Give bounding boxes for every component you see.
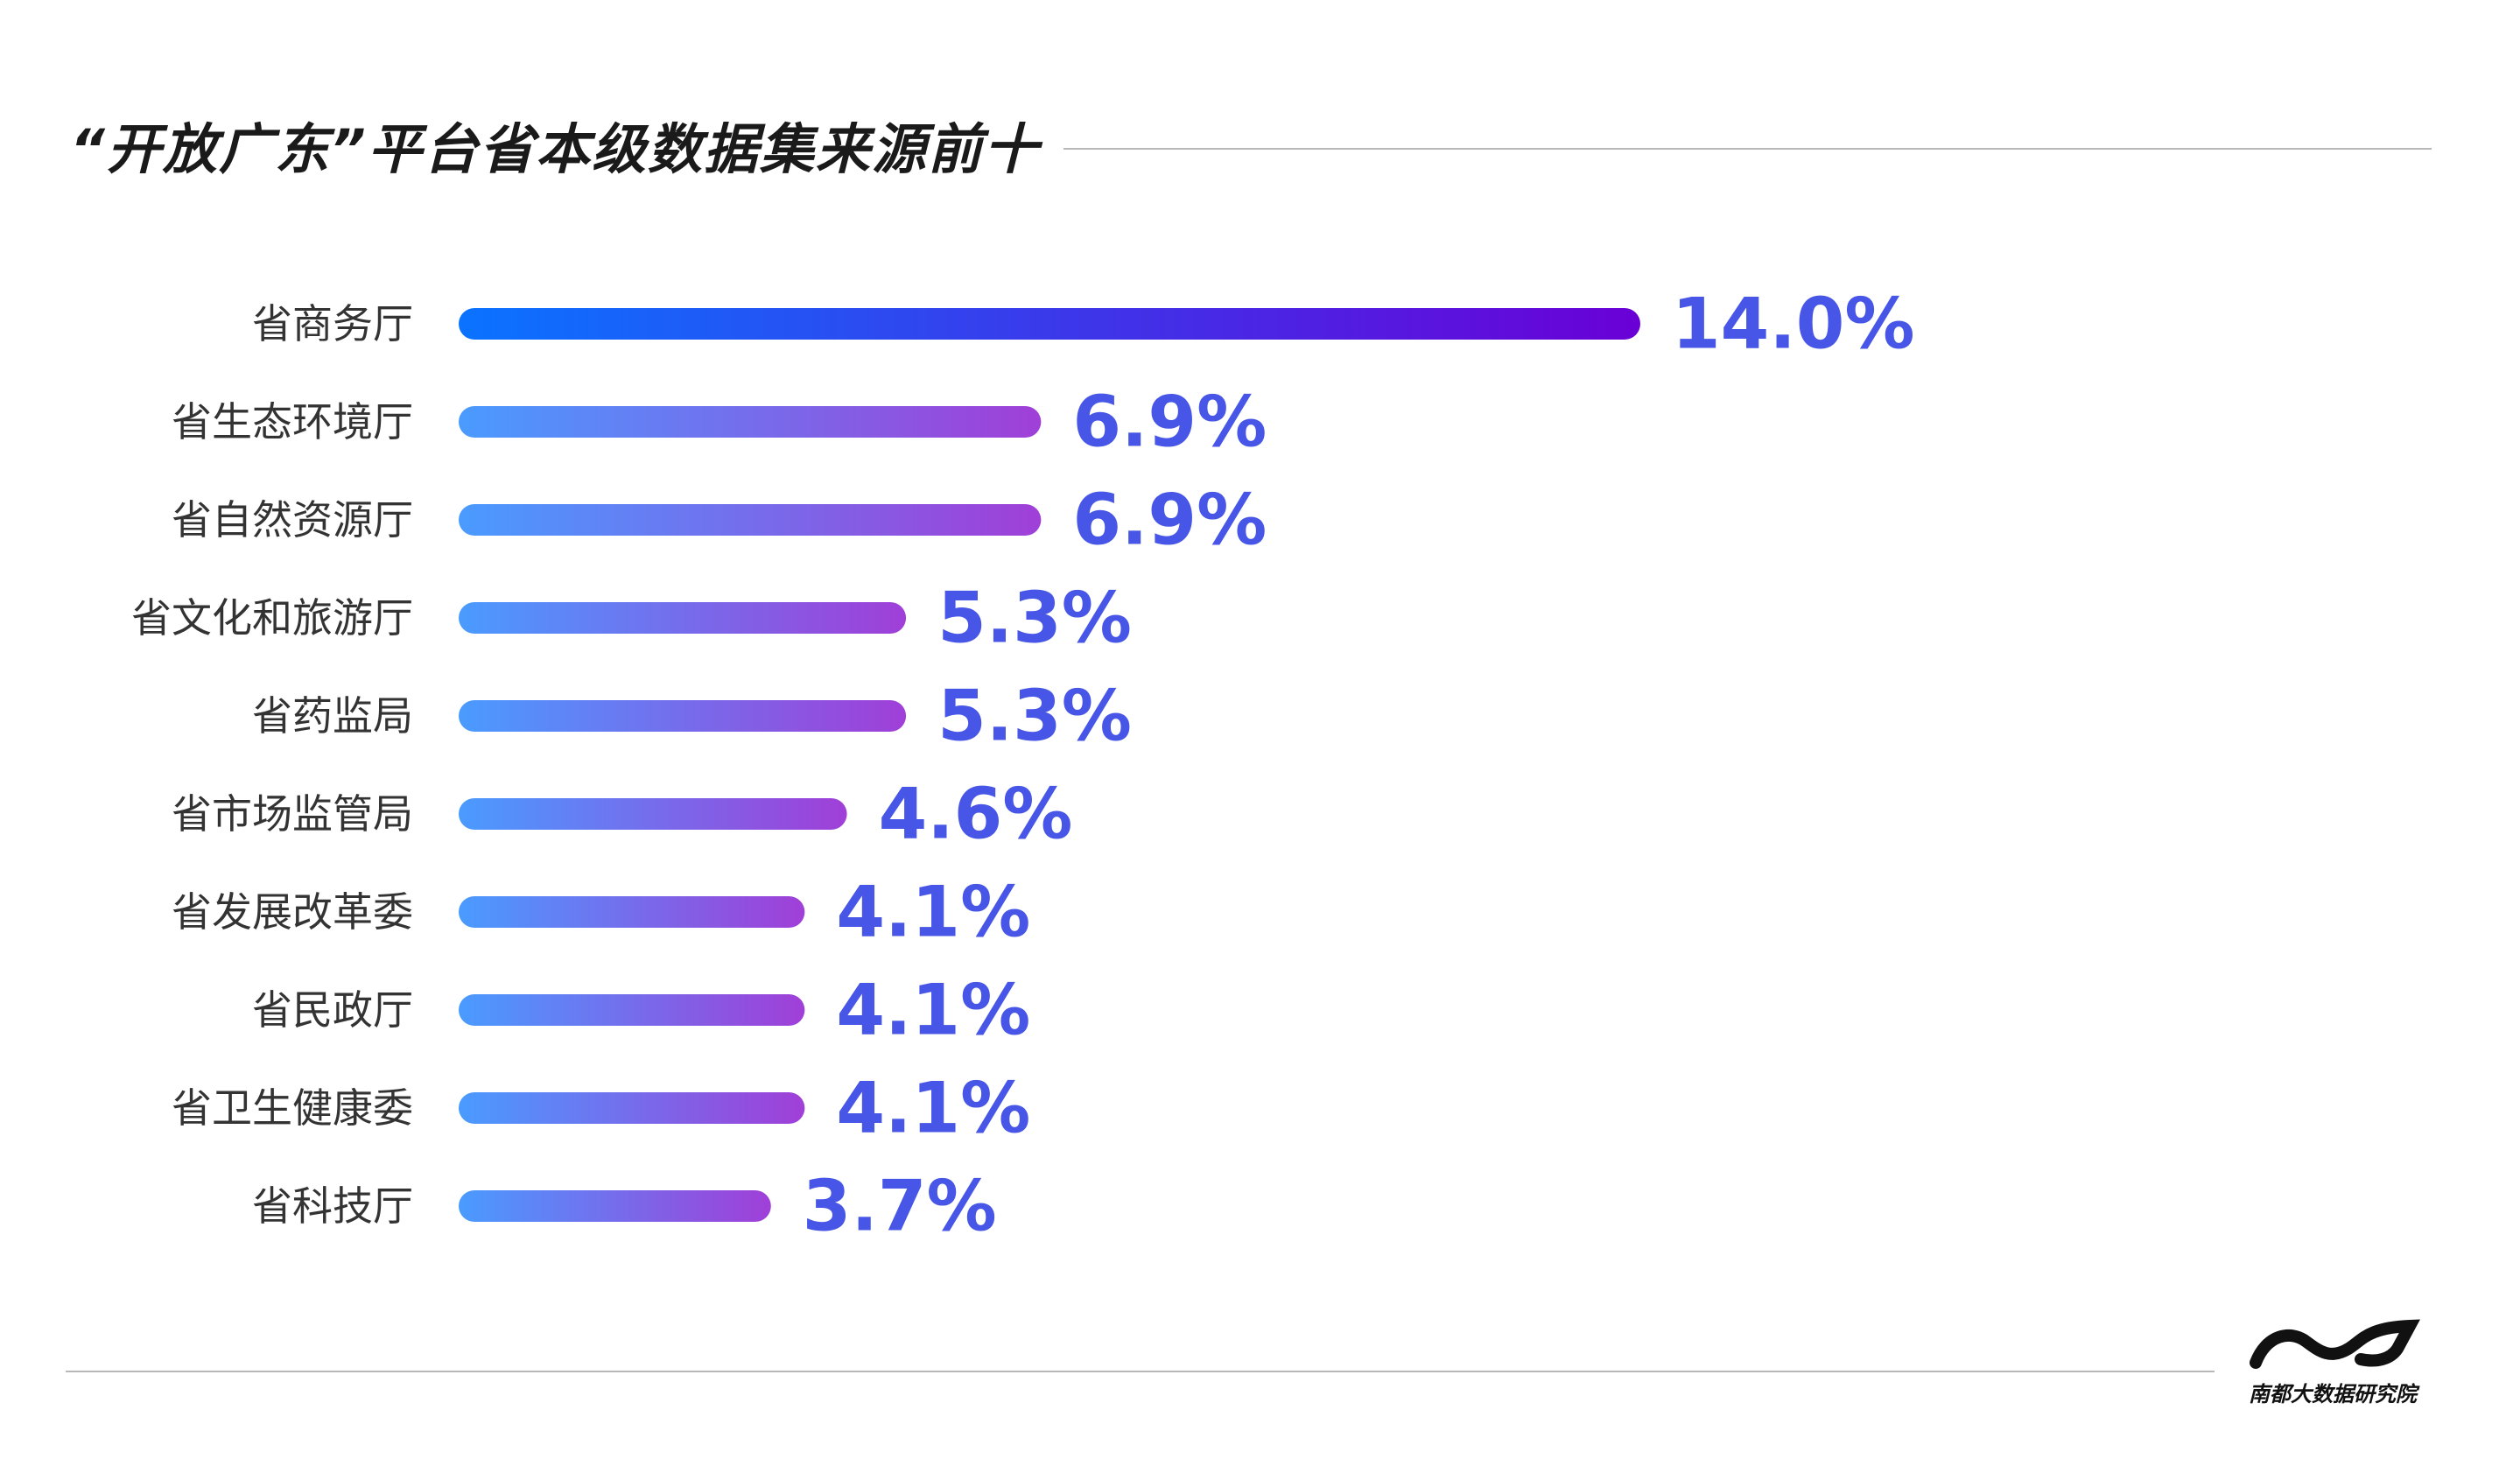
value-label: 4.1% bbox=[836, 872, 1030, 953]
category-label: 省文化和旅游厅 bbox=[131, 594, 413, 642]
category-label: 省民政厅 bbox=[252, 986, 413, 1034]
logo-text: 南都大数据研究院 bbox=[2249, 1382, 2417, 1406]
bar bbox=[459, 896, 805, 928]
bar bbox=[459, 602, 907, 634]
bar bbox=[459, 994, 805, 1026]
category-label: 省发展改革委 bbox=[172, 888, 413, 936]
title-divider bbox=[1063, 148, 2432, 150]
bar bbox=[459, 406, 1042, 438]
bar-chart: 省商务厅 14.0% 省生态环境厅 6.9% 省自然资源厅 6.9% 省文化和旅游厅 5.3%… bbox=[131, 284, 1915, 1247]
category-label: 省自然资源厅 bbox=[172, 496, 413, 544]
chart-title: “开放广东”平台省本级数据集来源前十 bbox=[70, 117, 1040, 181]
bar bbox=[459, 1190, 771, 1222]
wave-logo-icon bbox=[2250, 1319, 2420, 1369]
category-label: 省生态环境厅 bbox=[172, 398, 413, 445]
value-label: 3.7% bbox=[803, 1166, 997, 1247]
value-label: 6.9% bbox=[1072, 382, 1267, 463]
value-label: 5.3% bbox=[937, 578, 1132, 659]
bar bbox=[459, 798, 847, 830]
category-label: 省卫生健康委 bbox=[172, 1084, 413, 1132]
value-label: 14.0% bbox=[1672, 284, 1915, 365]
category-label: 省药监局 bbox=[252, 692, 413, 740]
value-label: 4.1% bbox=[836, 1068, 1030, 1149]
value-label: 4.6% bbox=[879, 774, 1073, 855]
bar bbox=[459, 700, 907, 732]
bar bbox=[459, 1092, 805, 1124]
bar bbox=[459, 504, 1042, 536]
category-label: 省市场监管局 bbox=[172, 790, 413, 838]
category-label: 省商务厅 bbox=[252, 300, 413, 347]
category-label: 省科技厅 bbox=[252, 1182, 413, 1230]
value-label: 5.3% bbox=[937, 676, 1132, 757]
value-label: 6.9% bbox=[1072, 480, 1267, 561]
bar bbox=[459, 308, 1640, 340]
value-label: 4.1% bbox=[836, 970, 1030, 1051]
brand-logo: 南都大数据研究院 bbox=[2245, 1317, 2420, 1407]
footer-divider bbox=[66, 1371, 2215, 1372]
